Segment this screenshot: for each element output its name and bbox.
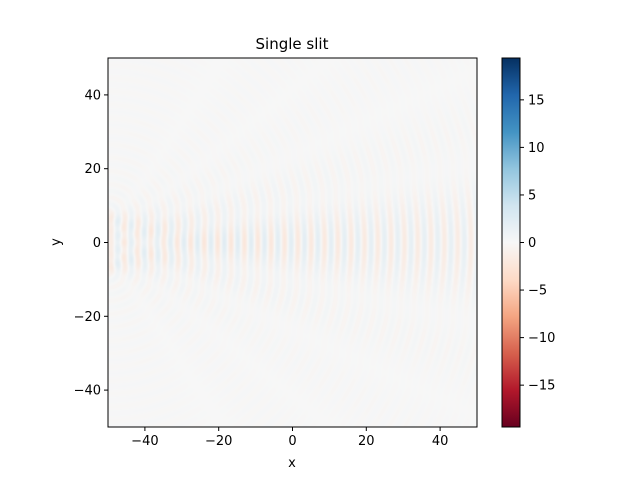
x-tick-label: 0 [288,434,296,449]
y-tick-label: −40 [74,384,101,399]
colorbar: 15 10 5 0 −5 −10 −15 [501,57,555,428]
y-tick-label: 20 [84,162,101,177]
heatmap-image [108,58,477,427]
colorbar-tick-label: 5 [528,188,536,203]
colorbar-tick-label: 0 [528,236,536,251]
plot-area [107,57,478,428]
chart-title: Single slit [256,35,329,53]
x-tick-label: −40 [131,434,158,449]
y-axis-label: y [49,238,64,246]
x-tick-label: −20 [205,434,232,449]
colorbar-tick-label: 10 [528,141,545,156]
colorbar-tick-label: −15 [528,379,555,394]
x-tick-label: 20 [358,434,375,449]
colorbar-gradient [501,57,521,428]
y-tick-label: 40 [84,88,101,103]
colorbar-tick-label: −10 [528,331,555,346]
x-axis-label: x [288,456,296,471]
y-tick-label: 0 [93,236,101,251]
colorbar-tick-label: −5 [528,284,547,299]
x-axis-ticks: −40 −20 0 20 40 [131,427,448,449]
x-tick-label: 40 [432,434,449,449]
colorbar-tick-label: 15 [528,93,545,108]
y-axis-ticks: −40 −20 0 20 40 [74,88,108,399]
y-tick-label: −20 [74,310,101,325]
colorbar-ticks: 15 10 5 0 −5 −10 −15 [520,93,555,394]
